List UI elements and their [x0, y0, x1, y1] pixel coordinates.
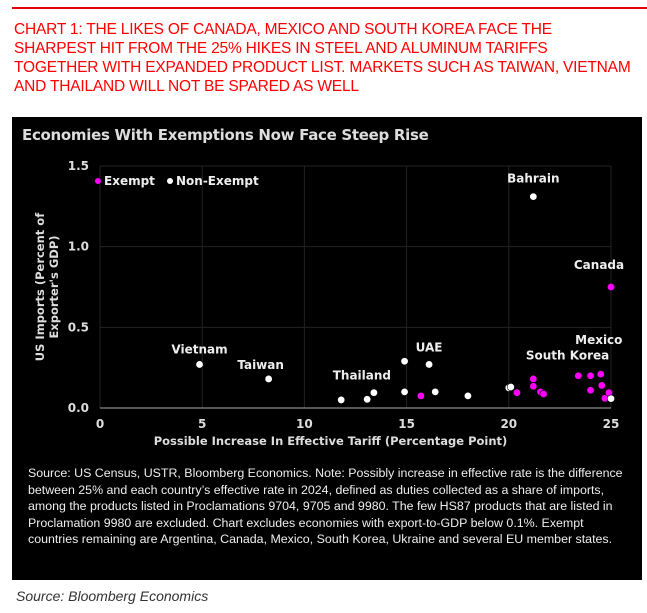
y-tick-label: 0.0 [68, 401, 89, 415]
chart-note: Source: US Census, USTR, Bloomberg Econo… [28, 466, 623, 546]
point-label: Taiwan [237, 358, 284, 372]
legend-label: Exempt [104, 174, 155, 188]
exempt-point [596, 370, 605, 379]
non-exempt-point [506, 383, 515, 392]
point-label: Canada [574, 258, 624, 272]
non-exempt-point [369, 388, 378, 397]
non-exempt-point [400, 357, 409, 366]
point-label: Vietnam [171, 342, 227, 356]
non-exempt-point [337, 395, 346, 404]
non-exempt-point [431, 387, 440, 396]
headline: CHART 1: THE LIKES OF CANADA, MEXICO AND… [14, 21, 631, 95]
x-tick-label: 10 [296, 417, 313, 431]
exempt-point [606, 282, 615, 291]
non-exempt-point [425, 360, 434, 369]
x-tick-label: 5 [198, 417, 206, 431]
legend-label: Non-Exempt [176, 174, 259, 188]
point-label: Bahrain [507, 172, 559, 186]
non-exempt-point [606, 394, 615, 403]
point-label: Mexico [575, 333, 622, 347]
y-axis-label-line: US Imports (Percent of [33, 212, 47, 361]
x-axis-label: Possible Increase In Effective Tariff (P… [154, 434, 508, 448]
chart-title: Economies With Exemptions Now Face Steep… [22, 126, 429, 144]
exempt-point [512, 388, 521, 397]
y-axis-label-line: Exporter's GDP) [47, 235, 61, 338]
exempt-point [597, 381, 606, 390]
point-label: UAE [416, 340, 443, 354]
x-tick-label: 20 [500, 417, 517, 431]
legend-marker [167, 178, 173, 184]
non-exempt-point [195, 360, 204, 369]
x-tick-label: 25 [603, 417, 620, 431]
exempt-point [529, 382, 538, 391]
exempt-point [586, 386, 595, 395]
y-tick-label: 1.0 [68, 240, 89, 254]
exempt-point [416, 391, 425, 400]
non-exempt-point [400, 387, 409, 396]
chart-panel [12, 117, 642, 580]
source-line: Source: Bloomberg Economics [16, 588, 209, 604]
exempt-point [586, 371, 595, 380]
exempt-point [539, 389, 548, 398]
point-label: South Korea [526, 349, 609, 363]
x-tick-label: 0 [96, 417, 104, 431]
exempt-point [529, 374, 538, 383]
non-exempt-point [463, 391, 472, 400]
legend-marker [95, 178, 101, 184]
y-axis-label: US Imports (Percent ofExporter's GDP) [33, 212, 61, 361]
non-exempt-point [264, 374, 273, 383]
y-tick-label: 0.5 [68, 320, 89, 334]
non-exempt-point [363, 395, 372, 404]
exempt-point [574, 371, 583, 380]
point-label: Thailand [333, 369, 391, 383]
x-tick-label: 15 [398, 417, 415, 431]
y-tick-label: 1.5 [68, 159, 89, 173]
top-rule [12, 7, 647, 9]
non-exempt-point [529, 192, 538, 201]
